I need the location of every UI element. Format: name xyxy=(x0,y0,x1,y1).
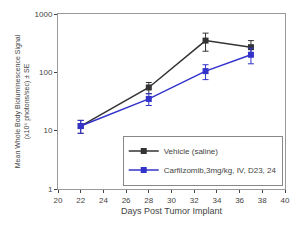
svg-text:32: 32 xyxy=(190,196,199,205)
svg-text:36: 36 xyxy=(235,196,244,205)
svg-text:38: 38 xyxy=(258,196,267,205)
svg-text:40: 40 xyxy=(281,196,290,205)
svg-text:Carfilzomib,3mg/kg, IV, D23, 2: Carfilzomib,3mg/kg, IV, D23, 24 xyxy=(164,166,277,175)
svg-text:1000: 1000 xyxy=(35,10,53,19)
svg-text:28: 28 xyxy=(144,196,153,205)
svg-text:24: 24 xyxy=(99,196,108,205)
svg-text:Vehicle (saline): Vehicle (saline) xyxy=(164,147,219,156)
svg-text:1: 1 xyxy=(48,185,53,194)
svg-text:10: 10 xyxy=(43,126,52,135)
svg-text:34: 34 xyxy=(212,196,221,205)
svg-text:Mean Whole Body Bioluminescenc: Mean Whole Body Bioluminescence Signal(x… xyxy=(14,34,31,168)
svg-text:20: 20 xyxy=(54,196,63,205)
svg-text:100: 100 xyxy=(39,68,53,77)
svg-text:22: 22 xyxy=(76,196,85,205)
svg-text:26: 26 xyxy=(122,196,131,205)
svg-text:Days Post Tumor Implant: Days Post Tumor Implant xyxy=(121,206,223,216)
svg-text:30: 30 xyxy=(167,196,176,205)
